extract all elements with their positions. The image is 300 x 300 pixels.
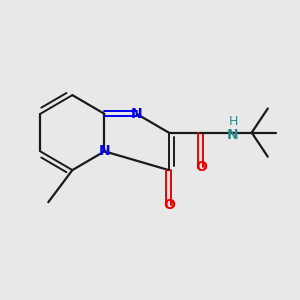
Text: O: O	[163, 198, 175, 212]
Text: H: H	[228, 116, 238, 128]
Text: O: O	[195, 160, 207, 174]
Text: N: N	[99, 144, 110, 158]
Text: N: N	[227, 128, 239, 142]
Text: N: N	[131, 107, 142, 121]
